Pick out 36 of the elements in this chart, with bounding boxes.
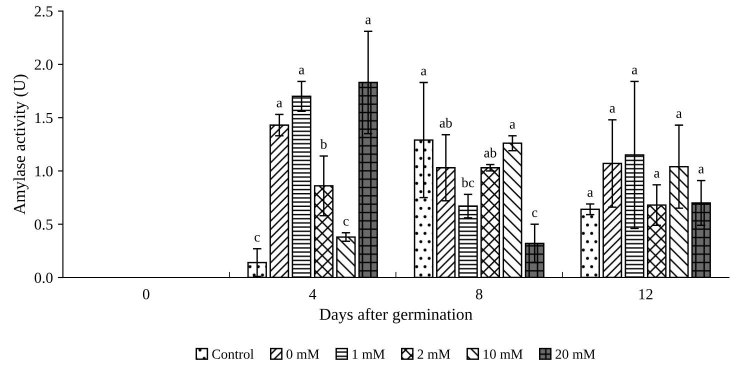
y-axis-title: Amylase activity (U) xyxy=(13,74,29,214)
annotation: ab xyxy=(440,118,452,128)
y-tick-label: 2.0 xyxy=(34,60,53,70)
annotation: a xyxy=(654,171,660,178)
annotation: bc xyxy=(461,178,474,188)
legend-label: 10 mM xyxy=(484,350,523,359)
annotation: a xyxy=(610,106,616,113)
y-tick-label: 1.0 xyxy=(35,166,53,176)
annotation: ab xyxy=(484,148,496,158)
annotation: a xyxy=(676,111,682,118)
y-tick-label: 2.5 xyxy=(34,6,53,17)
annotation: c xyxy=(532,210,538,218)
annotation: a xyxy=(421,68,427,76)
annotation: c xyxy=(343,218,349,226)
legend-label: 2 mM xyxy=(418,350,450,359)
legend-label: Control xyxy=(212,349,254,359)
y-tick-label: 0.5 xyxy=(34,219,53,230)
legend-label: 20 mM xyxy=(556,350,596,359)
x-tick-label: 0 xyxy=(142,289,150,300)
x-tick-label: 4 xyxy=(309,289,316,300)
legend-label: 0 mM xyxy=(286,350,320,359)
annotation: c xyxy=(254,234,260,242)
annotation: a xyxy=(510,122,516,129)
annotation: a xyxy=(366,18,372,24)
annotation: a xyxy=(276,100,282,108)
annotation: a xyxy=(298,68,304,74)
y-tick-label: 1.5 xyxy=(35,112,53,124)
annotation: a xyxy=(698,166,704,174)
y-tick-label: 0.0 xyxy=(34,272,53,284)
annotation: a xyxy=(588,190,594,197)
x-axis-title: Days after germination xyxy=(320,308,472,324)
x-tick-label: 8 xyxy=(476,289,482,300)
legend-label: 1 mM xyxy=(352,350,385,359)
annotation: b xyxy=(320,139,327,149)
x-tick-label: 12 xyxy=(639,289,652,300)
annotation: a xyxy=(632,68,638,74)
